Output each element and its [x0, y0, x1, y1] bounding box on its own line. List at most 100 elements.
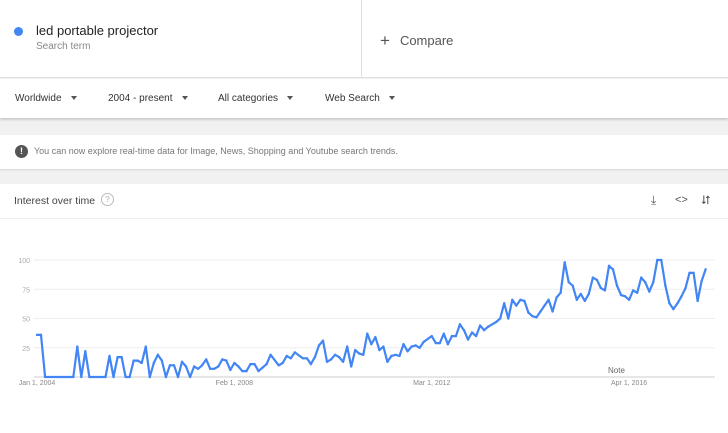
data-point[interactable] [253, 362, 256, 366]
data-point[interactable] [631, 289, 635, 292]
data-point[interactable] [221, 358, 224, 361]
data-point[interactable] [43, 375, 47, 379]
data-point[interactable] [261, 366, 264, 369]
embed-icon[interactable]: <> [675, 194, 688, 206]
data-point[interactable] [627, 298, 631, 301]
data-point[interactable] [640, 276, 643, 279]
data-point[interactable] [80, 375, 83, 379]
data-point[interactable] [188, 375, 192, 379]
data-point[interactable] [515, 304, 518, 307]
data-point[interactable] [519, 298, 522, 301]
filter-region[interactable]: Worldwide [15, 93, 77, 104]
data-point[interactable] [144, 345, 147, 348]
data-point[interactable] [551, 310, 554, 313]
data-point[interactable] [237, 365, 240, 368]
data-point[interactable] [136, 359, 139, 362]
data-point[interactable] [644, 281, 647, 284]
data-point[interactable] [434, 341, 437, 345]
data-point[interactable] [583, 299, 587, 303]
data-point[interactable] [599, 286, 603, 290]
data-point[interactable] [116, 355, 119, 359]
data-point[interactable] [672, 307, 675, 311]
data-point[interactable] [555, 296, 558, 299]
data-point[interactable] [571, 284, 574, 287]
data-point[interactable] [615, 284, 619, 287]
data-point[interactable] [684, 286, 687, 290]
data-point[interactable] [120, 355, 123, 359]
data-point[interactable] [362, 353, 365, 356]
data-point[interactable] [474, 334, 478, 338]
data-point[interactable] [289, 357, 292, 360]
data-point[interactable] [204, 358, 208, 361]
data-point[interactable] [265, 362, 268, 366]
data-point[interactable] [337, 355, 341, 359]
data-point[interactable] [535, 316, 538, 319]
data-point[interactable] [329, 358, 333, 361]
data-point[interactable] [233, 361, 236, 365]
note-annotation[interactable]: Note [608, 366, 625, 375]
data-point[interactable] [325, 360, 329, 363]
data-point[interactable] [648, 290, 651, 293]
data-point[interactable] [333, 353, 337, 356]
data-point[interactable] [394, 353, 397, 356]
data-point[interactable] [410, 345, 413, 348]
data-point[interactable] [486, 325, 490, 328]
data-point[interactable] [414, 344, 417, 347]
data-point[interactable] [462, 329, 466, 332]
data-point[interactable] [245, 369, 248, 373]
data-point[interactable] [623, 295, 627, 298]
data-point[interactable] [108, 354, 111, 358]
data-point[interactable] [579, 292, 582, 296]
data-point[interactable] [430, 334, 433, 338]
data-point[interactable] [607, 264, 611, 268]
data-point[interactable] [567, 281, 570, 284]
data-point[interactable] [378, 348, 381, 352]
data-point[interactable] [446, 343, 450, 346]
data-point[interactable] [470, 331, 474, 334]
data-point[interactable] [104, 375, 107, 379]
data-point[interactable] [543, 304, 546, 307]
data-point[interactable] [575, 298, 578, 301]
data-point[interactable] [313, 355, 317, 359]
data-point[interactable] [499, 317, 502, 320]
data-point[interactable] [341, 360, 345, 363]
data-point[interactable] [563, 261, 566, 264]
data-point[interactable] [321, 339, 325, 342]
data-point[interactable] [539, 310, 542, 313]
data-point[interactable] [39, 333, 43, 337]
data-point[interactable] [482, 329, 486, 332]
data-point[interactable] [692, 271, 695, 275]
data-point[interactable] [635, 291, 639, 294]
data-point[interactable] [305, 357, 309, 360]
data-point[interactable] [281, 361, 284, 365]
data-point[interactable] [507, 317, 510, 320]
data-point[interactable] [176, 375, 180, 379]
data-point[interactable] [200, 364, 204, 367]
data-point[interactable] [374, 336, 377, 339]
data-point[interactable] [664, 284, 667, 287]
data-point[interactable] [168, 364, 172, 367]
data-point[interactable] [84, 350, 87, 353]
data-point[interactable] [152, 361, 156, 365]
data-point[interactable] [382, 345, 385, 348]
data-point[interactable] [192, 365, 196, 368]
data-point[interactable] [354, 348, 357, 352]
data-point[interactable] [358, 352, 361, 355]
data-point[interactable] [656, 258, 659, 262]
data-point[interactable] [704, 268, 707, 271]
data-point[interactable] [442, 332, 446, 335]
data-point[interactable] [124, 375, 127, 379]
data-point[interactable] [180, 360, 184, 363]
data-point[interactable] [386, 360, 389, 363]
data-point[interactable] [164, 375, 168, 379]
data-point[interactable] [184, 365, 188, 368]
data-point[interactable] [619, 293, 623, 297]
data-point[interactable] [422, 340, 425, 344]
data-point[interactable] [345, 345, 349, 348]
help-icon[interactable]: ? [101, 193, 114, 206]
data-point[interactable] [503, 302, 506, 305]
data-point[interactable] [700, 279, 703, 283]
filter-category[interactable]: All categories [218, 93, 294, 104]
data-point[interactable] [132, 359, 135, 362]
data-point[interactable] [156, 353, 160, 356]
